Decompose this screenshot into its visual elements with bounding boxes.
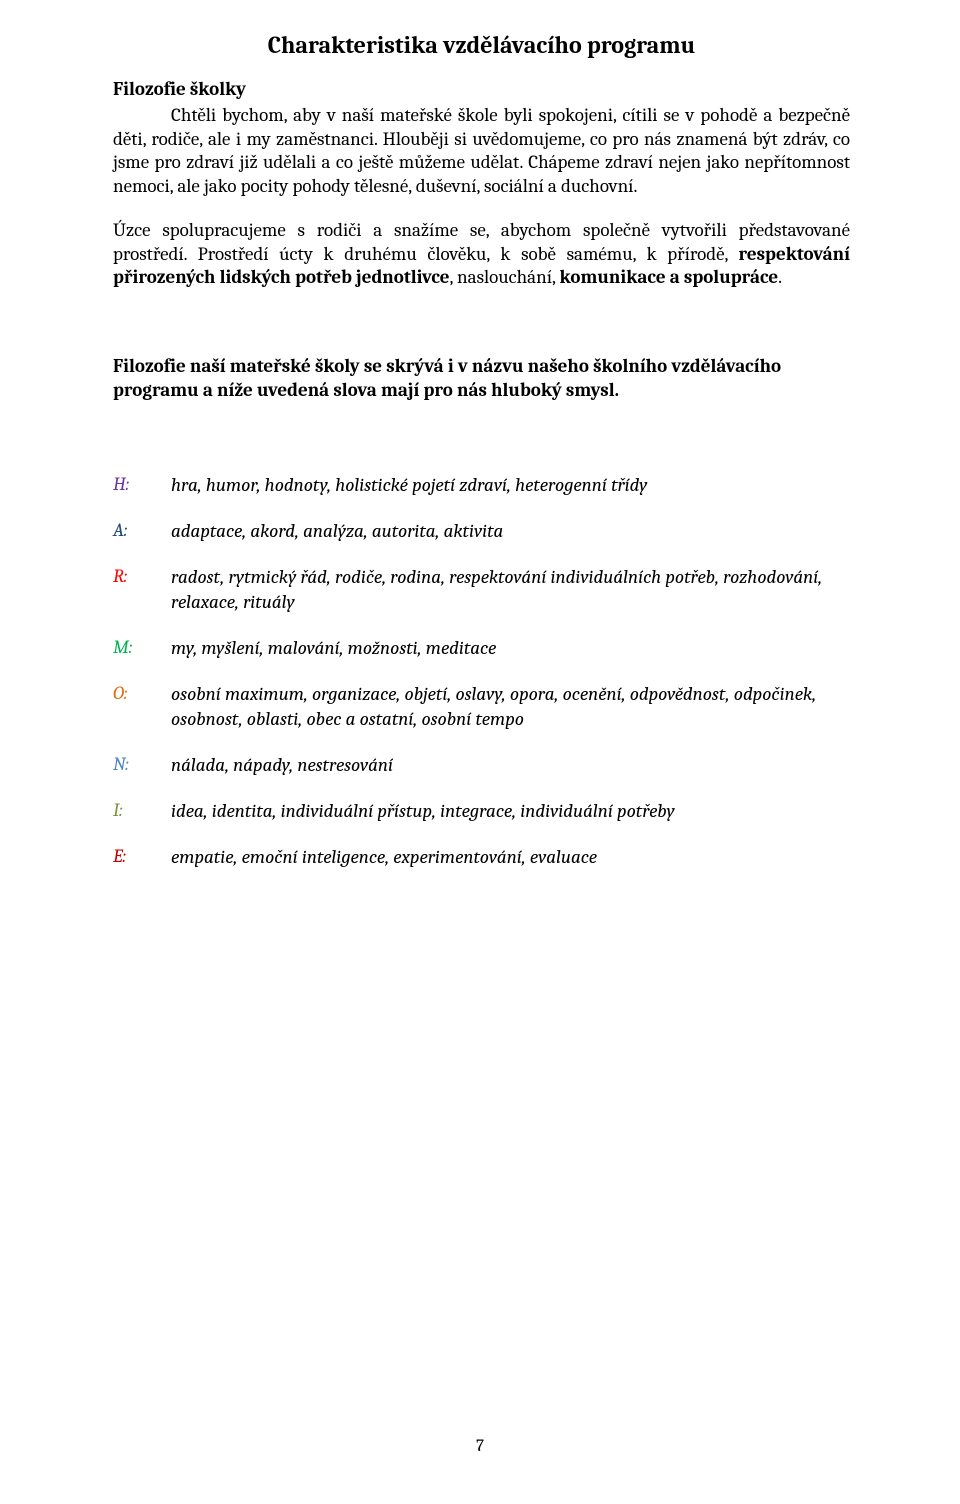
philosophy-heading: Filozofie naší mateřské školy se skrývá … xyxy=(113,354,850,403)
acrostic-key: H: xyxy=(113,473,171,497)
document-page: Charakteristika vzdělávacího programu Fi… xyxy=(0,0,960,1504)
p2-part-c: , naslouchání, xyxy=(450,266,560,288)
paragraph-2: Úzce spolupracujeme s rodiči a snažíme s… xyxy=(113,219,850,290)
acrostic-key: N: xyxy=(113,753,171,777)
acrostic-value: hra, humor, hodnoty, holistické pojetí z… xyxy=(171,473,850,497)
acrostic-row-i: I: idea, identita, individuální přístup,… xyxy=(113,799,850,823)
paragraph-1: Chtěli bychom, aby v naší mateřské škole… xyxy=(113,104,850,199)
acrostic-row-o: O: osobní maximum, organizace, objetí, o… xyxy=(113,682,850,731)
acrostic-key: O: xyxy=(113,682,171,706)
acrostic-key: E: xyxy=(113,845,171,869)
p2-part-e: . xyxy=(778,266,782,288)
acrostic-value: nálada, nápady, nestresování xyxy=(171,753,850,777)
section-heading: Filozofie školky xyxy=(113,78,850,102)
acrostic-row-h: H: hra, humor, hodnoty, holistické pojet… xyxy=(113,473,850,497)
acrostic-value: idea, identita, individuální přístup, in… xyxy=(171,799,850,823)
acrostic-key: I: xyxy=(113,799,171,823)
acrostic-row-a: A: adaptace, akord, analýza, autorita, a… xyxy=(113,519,850,543)
acrostic-row-m: M: my, myšlení, malování, možnosti, medi… xyxy=(113,636,850,660)
page-number: 7 xyxy=(0,1436,960,1457)
acrostic-row-e: E: empatie, emoční inteligence, experime… xyxy=(113,845,850,869)
acrostic-key: M: xyxy=(113,636,171,660)
acrostic-value: osobní maximum, organizace, objetí, osla… xyxy=(171,682,850,731)
p2-bold-2: komunikace a spolupráce xyxy=(560,266,779,288)
acrostic-value: radost, rytmický řád, rodiče, rodina, re… xyxy=(171,565,850,614)
acrostic-value: adaptace, akord, analýza, autorita, akti… xyxy=(171,519,850,543)
acrostic-value: empatie, emoční inteligence, experimento… xyxy=(171,845,850,869)
acrostic-key: R: xyxy=(113,565,171,589)
acrostic-list: H: hra, humor, hodnoty, holistické pojet… xyxy=(113,473,850,870)
acrostic-key: A: xyxy=(113,519,171,543)
acrostic-value: my, myšlení, malování, možnosti, meditac… xyxy=(171,636,850,660)
acrostic-row-n: N: nálada, nápady, nestresování xyxy=(113,753,850,777)
page-title: Charakteristika vzdělávacího programu xyxy=(113,30,850,60)
acrostic-row-r: R: radost, rytmický řád, rodiče, rodina,… xyxy=(113,565,850,614)
